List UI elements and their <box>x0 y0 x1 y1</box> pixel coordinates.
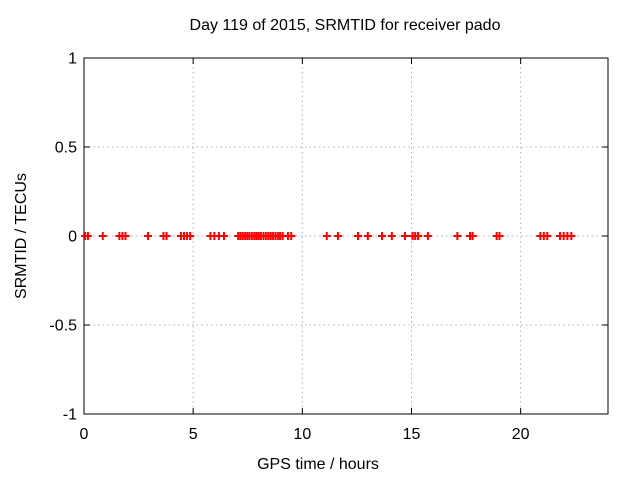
y-axis-label: SRMTID / TECUs <box>13 173 30 299</box>
y-tick-label: 0.5 <box>55 140 77 157</box>
x-tick-label: 0 <box>80 426 89 443</box>
data-point-marker <box>543 232 552 240</box>
x-tick-label: 15 <box>403 426 421 443</box>
chart-title: Day 119 of 2015, SRMTID for receiver pad… <box>190 17 501 34</box>
y-tick-label: 1 <box>68 51 77 68</box>
data-point-marker <box>453 232 462 240</box>
data-point-marker <box>354 232 363 240</box>
data-points <box>81 232 576 240</box>
data-point-marker <box>363 232 372 240</box>
x-axis-label: GPS time / hours <box>257 456 379 473</box>
data-point-marker <box>567 232 576 240</box>
data-point-marker <box>162 232 171 240</box>
data-point-marker <box>219 232 228 240</box>
x-tick-label: 10 <box>293 426 311 443</box>
y-tick-label: -0.5 <box>49 318 77 335</box>
x-tick-labels: 0 5 10 15 20 <box>80 426 530 443</box>
data-point-marker <box>400 232 409 240</box>
data-point-marker <box>387 232 396 240</box>
data-point-marker <box>287 232 296 240</box>
data-point-marker <box>414 232 423 240</box>
data-point-marker <box>143 232 152 240</box>
y-tick-label: -1 <box>63 407 77 424</box>
data-point-marker <box>423 232 432 240</box>
data-point-marker <box>322 232 331 240</box>
data-point-marker <box>378 232 387 240</box>
data-point-marker <box>83 232 92 240</box>
data-point-marker <box>333 232 342 240</box>
y-tick-labels: -1 -0.5 0 0.5 1 <box>49 51 77 424</box>
y-tick-label: 0 <box>68 229 77 246</box>
gridlines <box>84 58 608 414</box>
data-point-marker <box>468 232 477 240</box>
data-point-marker <box>121 232 130 240</box>
data-point-marker <box>186 232 195 240</box>
x-tick-label: 5 <box>189 426 198 443</box>
x-tick-label: 20 <box>512 426 530 443</box>
data-point-marker <box>495 232 504 240</box>
data-point-marker <box>98 232 107 240</box>
